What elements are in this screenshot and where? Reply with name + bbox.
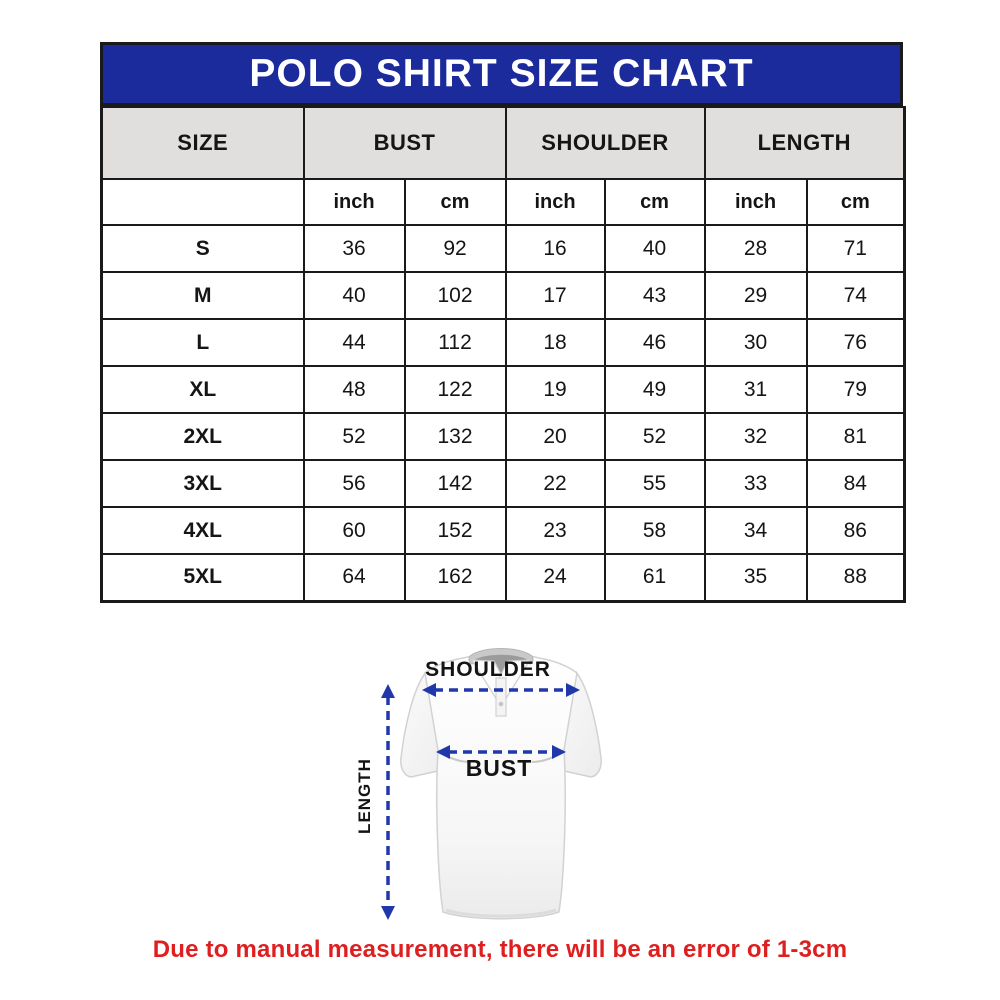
size-label: S xyxy=(100,224,305,273)
shoulder-label: SHOULDER xyxy=(425,658,551,681)
length-label: LENGTH xyxy=(355,758,374,834)
value-cell: 76 xyxy=(805,318,906,367)
table-row-5xl: 5XL 64 162 24 61 35 88 xyxy=(100,553,906,602)
value-cell: 112 xyxy=(403,318,507,367)
value-cell: 46 xyxy=(603,318,706,367)
value-cell: 36 xyxy=(302,224,406,273)
value-cell: 19 xyxy=(504,365,606,414)
value-cell: 35 xyxy=(703,553,808,602)
size-label: 5XL xyxy=(100,553,305,602)
unit-cell: cm xyxy=(403,178,507,226)
value-cell: 30 xyxy=(703,318,808,367)
value-cell: 16 xyxy=(504,224,606,273)
size-label: M xyxy=(100,271,305,320)
size-label: 2XL xyxy=(100,412,305,461)
value-cell: 61 xyxy=(603,553,706,602)
unit-cell: cm xyxy=(805,178,906,226)
bust-arrow-icon xyxy=(436,745,566,759)
size-label: 4XL xyxy=(100,506,305,555)
shoulder-arrow-icon xyxy=(422,683,580,697)
value-cell: 40 xyxy=(302,271,406,320)
value-cell: 92 xyxy=(403,224,507,273)
value-cell: 81 xyxy=(805,412,906,461)
value-cell: 22 xyxy=(504,459,606,508)
value-cell: 32 xyxy=(703,412,808,461)
table-row-s: S 36 92 16 40 28 71 xyxy=(100,224,906,273)
value-cell: 152 xyxy=(403,506,507,555)
chart-title: POLO SHIRT SIZE CHART xyxy=(100,42,903,106)
table-row-l: L 44 112 18 46 30 76 xyxy=(100,318,906,367)
value-cell: 86 xyxy=(805,506,906,555)
column-header-shoulder: SHOULDER xyxy=(504,106,706,180)
value-cell: 52 xyxy=(302,412,406,461)
value-cell: 64 xyxy=(302,553,406,602)
unit-cell: inch xyxy=(703,178,808,226)
value-cell: 49 xyxy=(603,365,706,414)
value-cell: 44 xyxy=(302,318,406,367)
length-arrow-icon xyxy=(381,684,395,920)
value-cell: 17 xyxy=(504,271,606,320)
size-label: L xyxy=(100,318,305,367)
unit-cell: inch xyxy=(302,178,406,226)
value-cell: 162 xyxy=(403,553,507,602)
value-cell: 23 xyxy=(504,506,606,555)
measurement-diagram: SHOULDER BUST LENGTH xyxy=(346,636,670,938)
table-row-m: M 40 102 17 43 29 74 xyxy=(100,271,906,320)
size-chart-block: POLO SHIRT SIZE CHART SIZE BUST SHOULDER… xyxy=(100,42,907,603)
value-cell: 58 xyxy=(603,506,706,555)
value-cell: 33 xyxy=(703,459,808,508)
unit-cell-empty xyxy=(100,178,305,226)
table-row-3xl: 3XL 56 142 22 55 33 84 xyxy=(100,459,906,508)
table-row-xl: XL 48 122 19 49 31 79 xyxy=(100,365,906,414)
value-cell: 20 xyxy=(504,412,606,461)
column-header-bust: BUST xyxy=(302,106,507,180)
table-row-4xl: 4XL 60 152 23 58 34 86 xyxy=(100,506,906,555)
value-cell: 40 xyxy=(603,224,706,273)
value-cell: 56 xyxy=(302,459,406,508)
value-cell: 122 xyxy=(403,365,507,414)
value-cell: 52 xyxy=(603,412,706,461)
value-cell: 60 xyxy=(302,506,406,555)
measurement-disclaimer: Due to manual measurement, there will be… xyxy=(152,936,848,963)
value-cell: 88 xyxy=(805,553,906,602)
value-cell: 55 xyxy=(603,459,706,508)
value-cell: 24 xyxy=(504,553,606,602)
value-cell: 142 xyxy=(403,459,507,508)
value-cell: 74 xyxy=(805,271,906,320)
polo-shirt-illustration xyxy=(400,648,602,920)
column-header-size: SIZE xyxy=(100,106,305,180)
value-cell: 102 xyxy=(403,271,507,320)
bust-label: BUST xyxy=(466,755,533,781)
table-header-row: SIZE BUST SHOULDER LENGTH xyxy=(100,106,906,180)
unit-header-row: inch cm inch cm inch cm xyxy=(100,178,906,226)
value-cell: 71 xyxy=(805,224,906,273)
value-cell: 18 xyxy=(504,318,606,367)
value-cell: 43 xyxy=(603,271,706,320)
value-cell: 132 xyxy=(403,412,507,461)
size-label: 3XL xyxy=(100,459,305,508)
value-cell: 79 xyxy=(805,365,906,414)
value-cell: 48 xyxy=(302,365,406,414)
size-label: XL xyxy=(100,365,305,414)
unit-cell: inch xyxy=(504,178,606,226)
value-cell: 31 xyxy=(703,365,808,414)
unit-cell: cm xyxy=(603,178,706,226)
value-cell: 34 xyxy=(703,506,808,555)
table-row-2xl: 2XL 52 132 20 52 32 81 xyxy=(100,412,906,461)
value-cell: 28 xyxy=(703,224,808,273)
value-cell: 29 xyxy=(703,271,808,320)
size-chart-table: SIZE BUST SHOULDER LENGTH inch cm inch c… xyxy=(100,106,907,603)
column-header-length: LENGTH xyxy=(703,106,906,180)
value-cell: 84 xyxy=(805,459,906,508)
